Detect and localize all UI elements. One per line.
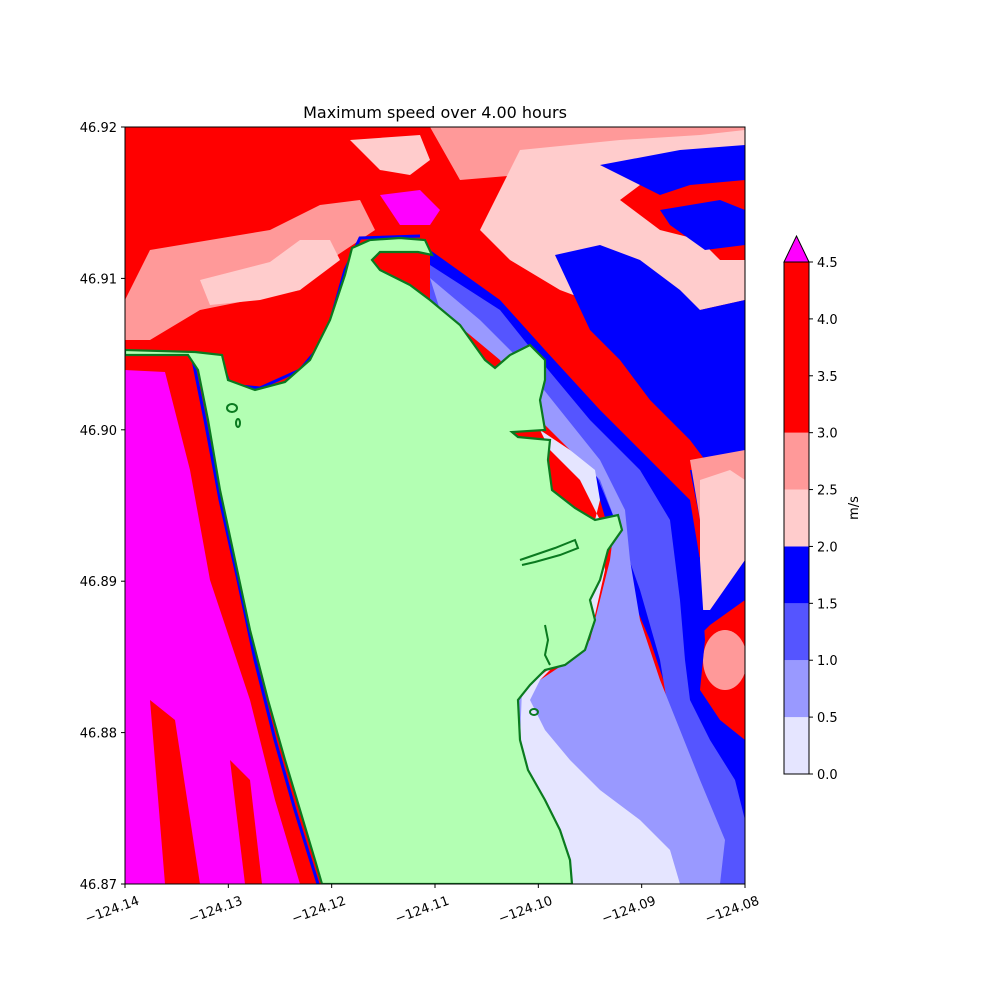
colorbar-tick-label: 3.5 <box>817 370 838 385</box>
colorbar-tick-label: 1.5 <box>817 597 838 612</box>
colorbar-tick-label: 0.5 <box>817 711 838 726</box>
x-tick-label: −124.13 <box>187 894 245 927</box>
bay-band-0 <box>520 430 680 884</box>
land-spit <box>125 236 624 884</box>
colorbar-segment <box>784 546 809 604</box>
colorbar-tick-label: 0.0 <box>817 768 838 783</box>
x-axis: −124.14 −124.13 −124.12 −124.11 −124.10 −124.… <box>83 884 761 927</box>
y-tick-label: 46.88 <box>80 727 117 742</box>
colorbar-label: m/s <box>847 496 862 520</box>
colorbar-tick-label: 2.5 <box>817 484 838 499</box>
y-tick-label: 46.90 <box>80 424 117 439</box>
x-tick-label: −124.14 <box>83 894 141 927</box>
colorbar-segment <box>784 432 809 490</box>
y-tick-label: 46.92 <box>80 121 117 136</box>
colorbar-frame <box>783 261 810 775</box>
colorbar-tick-label: 4.5 <box>817 256 838 271</box>
colorbar-extend-arrow <box>783 234 810 263</box>
colorbar-segment <box>784 489 809 547</box>
y-axis: 46.87 46.88 46.89 46.90 46.91 46.92 <box>80 121 125 893</box>
y-tick-label: 46.87 <box>80 878 117 893</box>
x-tick-label: −124.08 <box>703 894 761 927</box>
x-tick-label: −124.12 <box>290 894 348 927</box>
x-tick-label: −124.11 <box>393 894 451 927</box>
colorbar: 0.0 0.5 1.0 1.5 2.0 2.5 3.0 3.5 4.0 4.5 <box>783 234 838 783</box>
map-title: Maximum speed over 4.00 hours <box>303 103 567 122</box>
colorbar-segment <box>784 262 809 433</box>
x-tick-label: −124.09 <box>600 894 658 927</box>
colorbar-tick-label: 3.0 <box>817 427 838 442</box>
x-tick-label: −124.10 <box>497 894 555 927</box>
y-tick-label: 46.91 <box>80 272 117 287</box>
colorbar-tick-label: 2.0 <box>817 540 838 555</box>
speed-map <box>125 127 745 884</box>
colorbar-tick-label: 4.0 <box>817 313 838 328</box>
colorbar-tick-label: 1.0 <box>817 654 838 669</box>
colorbar-segment <box>784 660 809 718</box>
colorbar-segment <box>784 603 809 661</box>
bay-band-1 <box>430 278 725 884</box>
colorbar-segment <box>784 717 809 774</box>
y-tick-label: 46.89 <box>80 575 117 590</box>
